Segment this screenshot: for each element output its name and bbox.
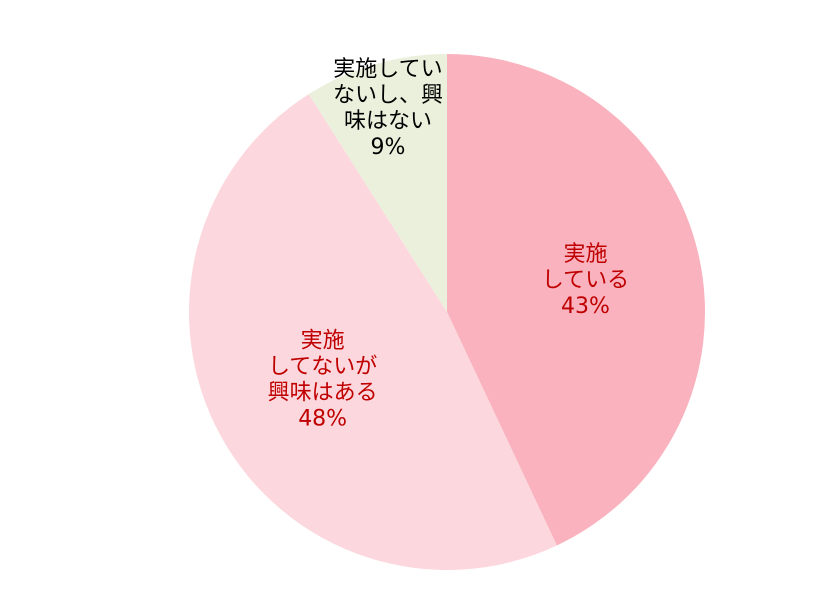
pie-slice [308, 54, 447, 312]
slice-label: 実施 [563, 242, 607, 267]
slice-label: 味はない [344, 109, 432, 134]
value-label: 48% [298, 406, 347, 431]
slice-label: 実施してい [333, 57, 442, 82]
slice-label: ないし、興 [333, 83, 443, 108]
pie-slice [188, 94, 557, 571]
pie-slice [447, 54, 705, 546]
slice-label: 興味はある [268, 380, 378, 405]
value-label: 9% [371, 135, 406, 160]
slice-label: 実施 [301, 328, 345, 353]
slice-label: している [542, 268, 629, 293]
slice-label: してないが [268, 354, 377, 379]
value-label: 43% [561, 294, 610, 319]
